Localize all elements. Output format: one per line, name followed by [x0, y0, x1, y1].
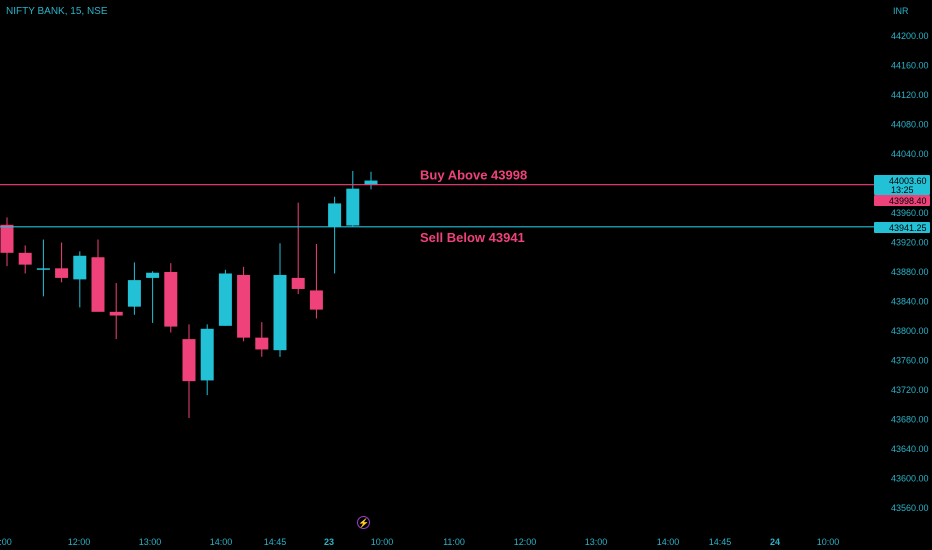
candle: [273, 243, 287, 357]
price-axis[interactable]: 44200.00 44160.00 44120.00 44080.00 44040.00…: [891, 31, 929, 513]
candle: [200, 324, 214, 396]
candle-body: [109, 311, 123, 316]
candle-body: [273, 274, 287, 351]
buy-level-label: Buy Above 43998: [420, 168, 527, 183]
time-tick-label: 23: [324, 537, 334, 547]
price-tick-label: 43920.00: [891, 238, 929, 248]
candle: [127, 262, 141, 315]
time-tick-label: 14:00: [210, 537, 233, 547]
time-tick-label: 14:00: [657, 537, 680, 547]
price-tick-label: 44120.00: [891, 90, 929, 100]
time-axis[interactable]: 1:00 12:00 13:00 14:00 14:45 23 10:00 11:00 12:0…: [0, 537, 839, 547]
price-tick-label: 43880.00: [891, 267, 929, 277]
candle: [346, 170, 360, 228]
price-tick-label: 43800.00: [891, 326, 929, 336]
candle-body: [127, 280, 141, 307]
currency-label: INR: [893, 6, 909, 16]
price-tick-label: 43840.00: [891, 297, 929, 307]
candle: [164, 263, 178, 333]
time-tick-label: 13:00: [585, 537, 608, 547]
last-price-tag-bg: [874, 175, 930, 195]
candle-body: [291, 277, 305, 289]
candle: [146, 271, 160, 323]
candle: [55, 242, 69, 283]
buy-level-tag: 43998.40: [889, 196, 927, 206]
candle-body: [0, 224, 14, 253]
candle-body: [146, 272, 160, 278]
price-tick-label: 44080.00: [891, 120, 929, 130]
candle: [36, 239, 50, 297]
price-tick-label: 44200.00: [891, 31, 929, 41]
lightning-event-icon[interactable]: ⚡: [357, 516, 370, 529]
last-price-tag: 44003.60: [889, 176, 927, 186]
time-tick-label: 12:00: [68, 537, 91, 547]
price-tags: 44003.60 13:25 43998.40 43941.25: [874, 175, 930, 233]
buy-level-tag-bg: [874, 195, 930, 206]
candle-body: [18, 252, 32, 265]
time-tick-label: 13:00: [139, 537, 162, 547]
candle-body: [200, 328, 214, 381]
candle-body: [309, 290, 323, 310]
price-tick-label: 43720.00: [891, 385, 929, 395]
price-tick-label: 44040.00: [891, 149, 929, 159]
price-tick-label: 43640.00: [891, 444, 929, 454]
price-tick-label: 43600.00: [891, 474, 929, 484]
symbol-title: NIFTY BANK, 15, NSE: [6, 6, 108, 17]
countdown-tag: 13:25: [891, 185, 914, 195]
time-tick-label: 10:00: [371, 537, 394, 547]
candle: [364, 171, 378, 190]
candle-body: [73, 255, 87, 280]
price-tick-label: 43680.00: [891, 415, 929, 425]
candle: [309, 243, 323, 319]
levels-layer: Buy Above 43998 Sell Below 43941: [0, 168, 874, 245]
candle-body: [91, 257, 105, 312]
candle-body: [182, 339, 196, 382]
candle-body: [164, 272, 178, 327]
price-tick-label: 44160.00: [891, 61, 929, 71]
candle-body: [328, 203, 342, 228]
price-tick-label: 43760.00: [891, 356, 929, 366]
sell-level-tag-bg: [874, 222, 930, 233]
candle-body: [36, 268, 50, 270]
candle-body: [346, 188, 360, 226]
candle: [237, 266, 251, 342]
price-tick-label: 43560.00: [891, 503, 929, 513]
time-tick-label: 1:00: [0, 537, 12, 547]
time-tick-label: 10:00: [817, 537, 840, 547]
price-tick-label: 43960.00: [891, 208, 929, 218]
candle: [328, 196, 342, 274]
time-tick-label: 14:45: [709, 537, 732, 547]
time-tick-label: 24: [770, 537, 780, 547]
candle: [255, 322, 269, 357]
candle: [182, 324, 196, 419]
sell-level-label: Sell Below 43941: [420, 230, 525, 245]
candles-layer: [0, 170, 378, 419]
time-tick-label: 12:00: [514, 537, 537, 547]
candle: [91, 239, 105, 312]
time-tick-label: 11:00: [443, 537, 465, 547]
candle: [218, 269, 232, 326]
candle-body: [55, 268, 69, 278]
candle: [109, 283, 123, 340]
candle: [0, 217, 14, 267]
candle: [73, 251, 87, 308]
candle: [291, 202, 305, 295]
time-tick-label: 14:45: [264, 537, 287, 547]
sell-level-tag: 43941.25: [889, 223, 927, 233]
candle-body: [255, 337, 269, 350]
candle-body: [218, 273, 232, 326]
candle: [18, 245, 32, 274]
candle-body: [364, 180, 378, 185]
candle-body: [237, 274, 251, 338]
